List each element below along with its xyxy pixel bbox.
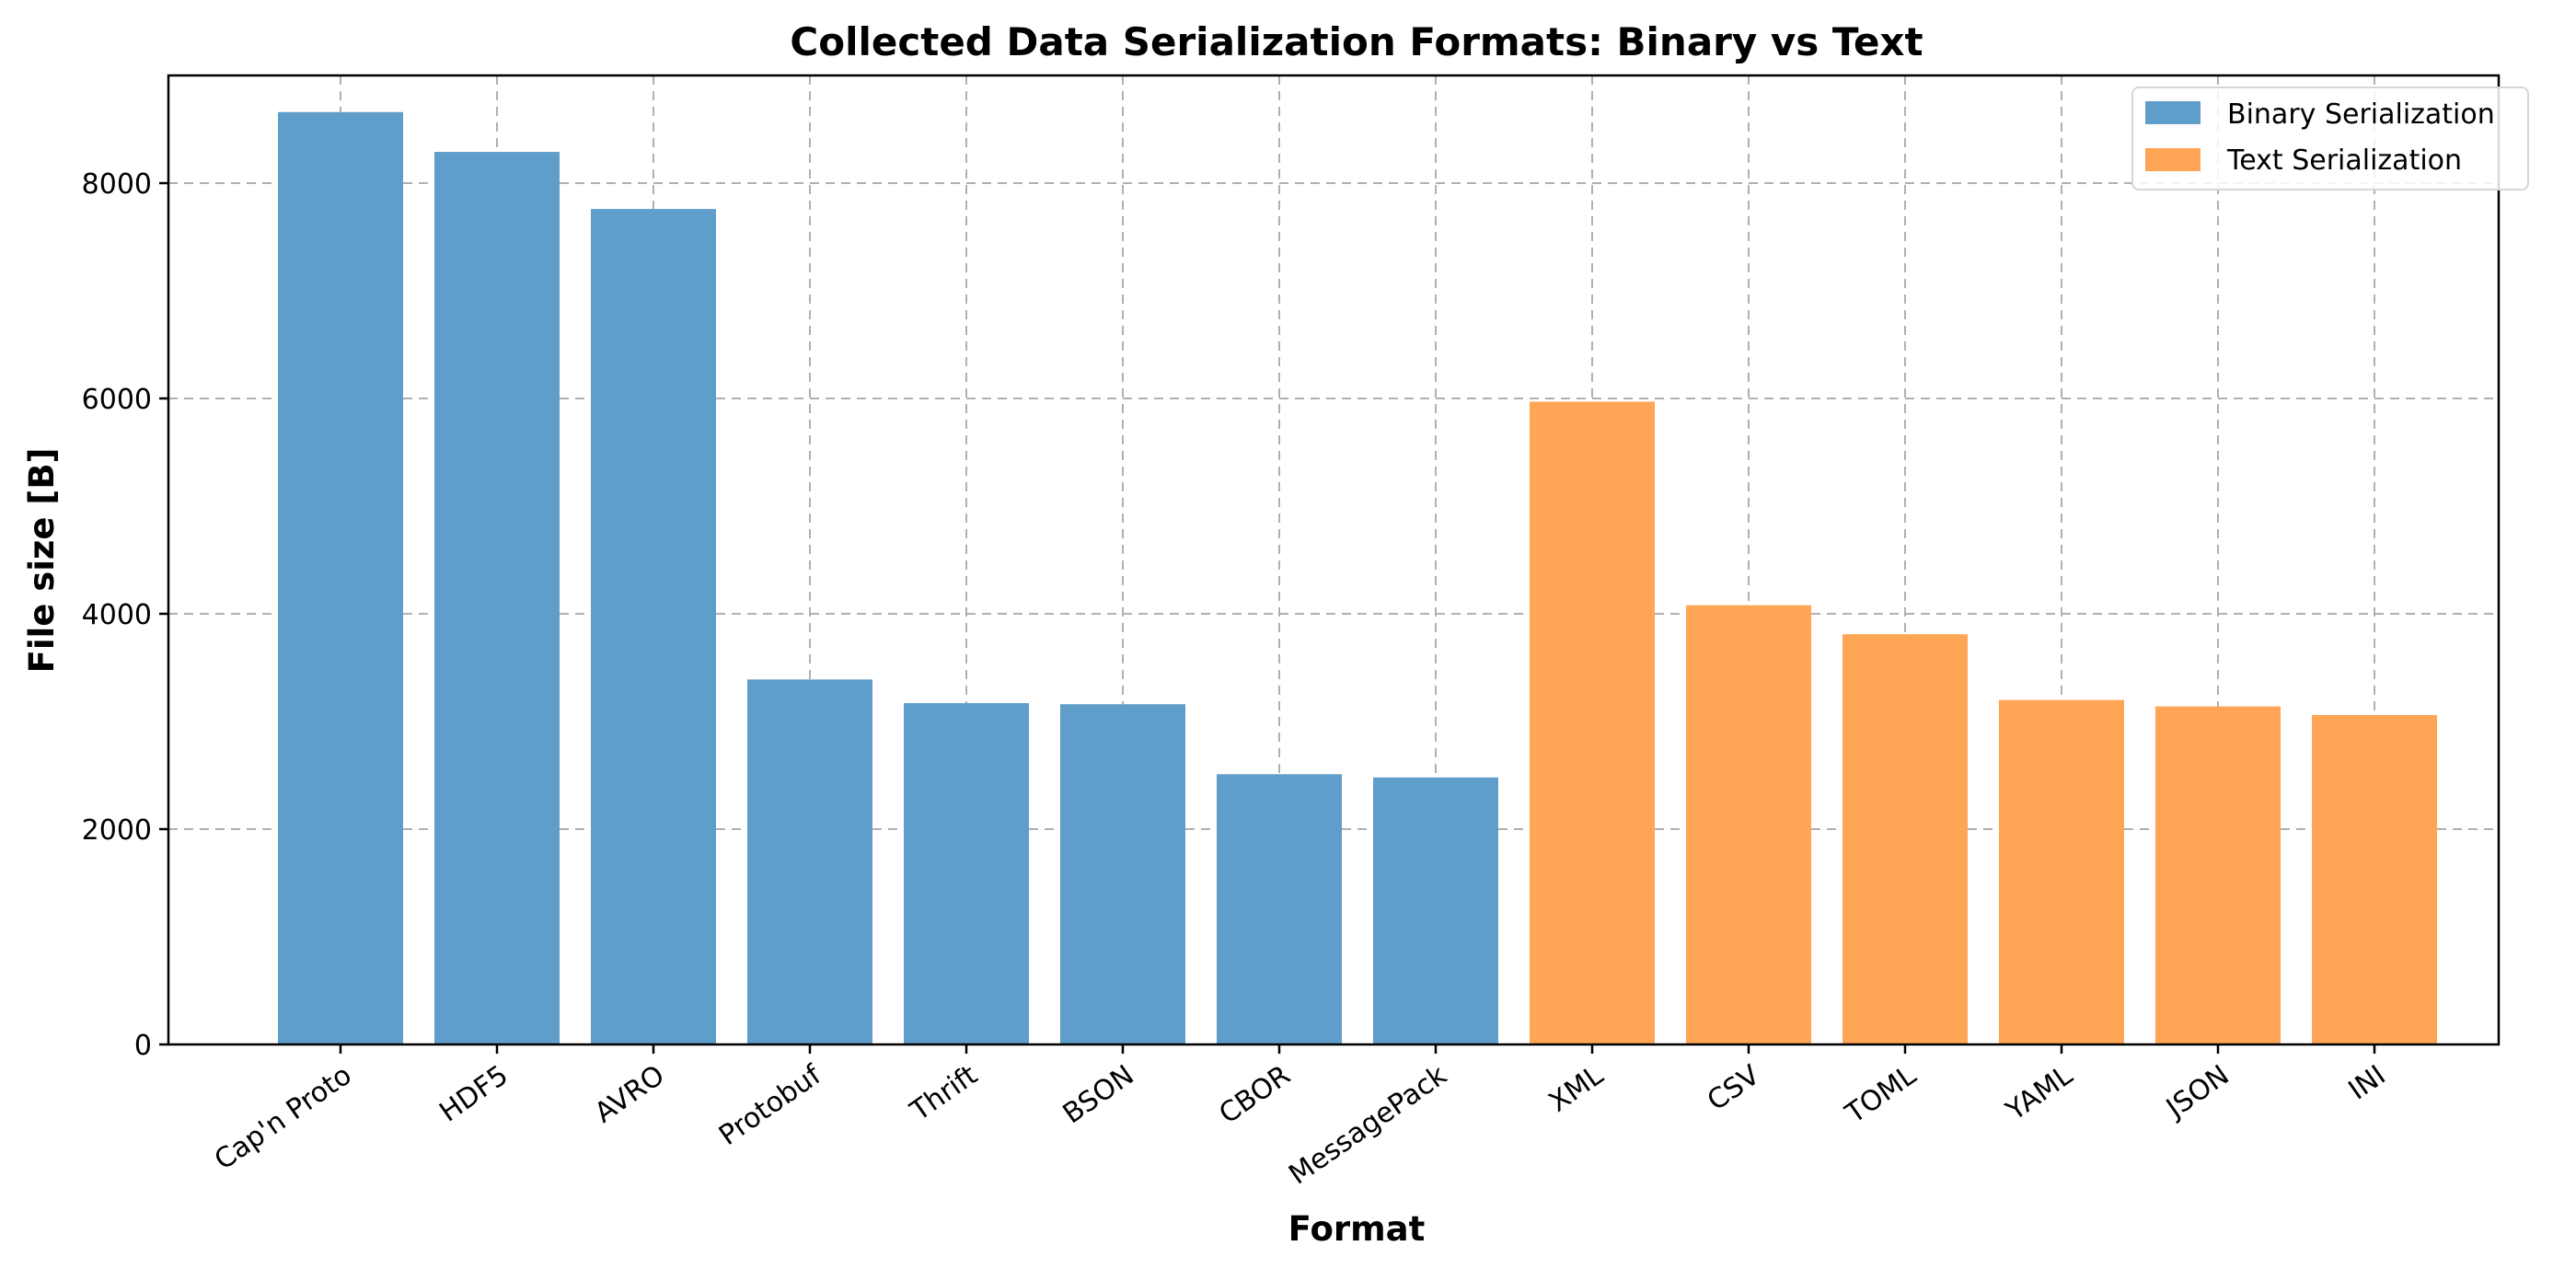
x-tick-label: JSON <box>2159 1059 2235 1125</box>
x-tick-label: Protobuf <box>713 1058 828 1152</box>
x-axis-ticks: Cap'n Proto HDF5 AVRO Protobuf Thrift BSON CBO… <box>209 1044 2392 1192</box>
bar-text <box>2155 706 2281 1044</box>
bar-binary <box>1373 777 1498 1044</box>
bar-text <box>2312 714 2437 1044</box>
x-tick-label: TOML <box>1839 1059 1922 1131</box>
y-axis-ticks: 0 2000 4000 6000 8000 <box>82 168 168 1062</box>
plot-frame <box>167 74 2501 1046</box>
y-tick-label: 4000 <box>82 599 152 631</box>
x-tick-label: CSV <box>1702 1059 1766 1118</box>
bars <box>278 111 2437 1044</box>
bar-binary <box>904 703 1029 1044</box>
bar-text <box>1686 605 1811 1044</box>
bar-binary <box>591 209 716 1044</box>
bar-binary <box>747 679 872 1044</box>
y-axis-label: File size [B] <box>22 448 62 674</box>
bar-binary <box>278 111 403 1044</box>
y-tick-label: 2000 <box>82 814 152 847</box>
chart-title: Collected Data Serialization Formats: Bi… <box>790 19 1923 64</box>
legend-swatch-text <box>2145 148 2201 171</box>
x-tick-label: Thrift <box>904 1059 983 1128</box>
x-tick-label: INI <box>2343 1059 2392 1107</box>
legend-label-binary: Binary Serialization <box>2227 98 2495 131</box>
bar-text <box>1842 634 1968 1044</box>
legend-frame <box>2131 87 2529 190</box>
bar-text <box>1999 699 2124 1044</box>
bar-binary <box>434 152 560 1044</box>
x-tick-label: Cap'n Proto <box>209 1059 358 1177</box>
y-tick-label: 6000 <box>82 384 152 416</box>
x-tick-label: CBOR <box>1214 1059 1297 1131</box>
x-tick-label: YAML <box>2000 1059 2079 1128</box>
legend-label-text: Text Serialization <box>2226 144 2462 177</box>
x-tick-label: HDF5 <box>433 1059 514 1129</box>
y-tick-label: 8000 <box>82 168 152 201</box>
legend-swatch-binary <box>2145 101 2201 124</box>
bar-binary <box>1217 774 1342 1044</box>
legend: Binary Serialization Text Serialization <box>2131 87 2529 190</box>
bar-binary <box>1060 704 1185 1044</box>
x-tick-label: XML <box>1543 1059 1610 1119</box>
bar-text <box>1530 401 1655 1044</box>
x-tick-label: MessagePack <box>1283 1059 1453 1192</box>
x-axis-label: Format <box>1288 1209 1426 1249</box>
x-tick-label: AVRO <box>589 1059 671 1130</box>
y-tick-label: 0 <box>134 1030 152 1062</box>
x-tick-label: BSON <box>1057 1059 1140 1131</box>
